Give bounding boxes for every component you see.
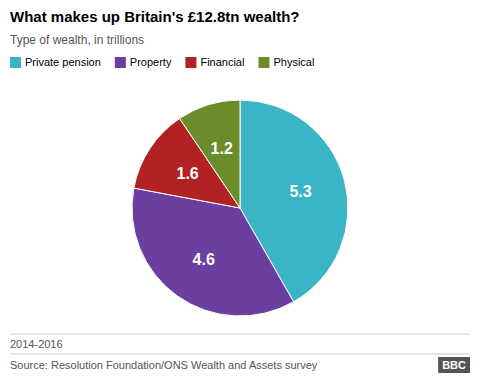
- legend-label: Financial: [200, 56, 244, 68]
- data-label: 1.6: [177, 165, 199, 182]
- legend-swatch: [258, 57, 269, 68]
- legend-label: Physical: [273, 56, 314, 68]
- pie-slice: [132, 188, 294, 316]
- chart: What makes up Britain's £12.8tn wealth? T…: [0, 0, 480, 378]
- logo-text: BBC: [442, 359, 466, 371]
- data-label: 4.6: [193, 251, 215, 268]
- data-labels: 5.3 4.6 1.6 1.2: [177, 140, 312, 268]
- legend-label: Property: [130, 56, 172, 68]
- legend-item: Private pension: [10, 56, 101, 68]
- legend-item: Financial: [185, 56, 244, 68]
- legend-label: Private pension: [25, 56, 101, 68]
- footer-date: 2014-2016: [10, 338, 63, 350]
- legend: Private pension Property Financial Physical: [10, 56, 314, 68]
- footer-logo: BBC: [438, 357, 470, 373]
- pie: [132, 100, 348, 316]
- legend-swatch: [115, 57, 126, 68]
- legend-item: Property: [115, 56, 172, 68]
- data-label: 1.2: [211, 140, 233, 157]
- logo-box: [438, 357, 470, 373]
- data-label: 5.3: [289, 183, 311, 200]
- footer-source: Source: Resolution Foundation/ONS Wealth…: [10, 359, 318, 371]
- title: What makes up Britain's £12.8tn wealth?: [10, 8, 299, 25]
- footer-rule: [10, 334, 470, 335]
- legend-swatch: [185, 57, 196, 68]
- pie-slice: [180, 100, 240, 208]
- footer-rule: [10, 354, 470, 355]
- legend-swatch: [10, 57, 21, 68]
- legend-item: Physical: [258, 56, 314, 68]
- subtitle: Type of wealth, in trillions: [10, 33, 144, 47]
